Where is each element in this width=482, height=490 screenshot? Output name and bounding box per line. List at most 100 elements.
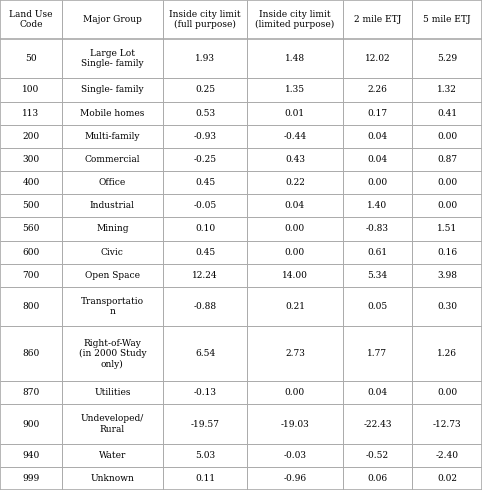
Text: 12.24: 12.24: [192, 271, 218, 280]
Text: -0.52: -0.52: [366, 451, 389, 460]
Text: 0.00: 0.00: [285, 389, 305, 397]
Text: -19.57: -19.57: [190, 419, 219, 429]
Text: Land Use
Code: Land Use Code: [9, 10, 53, 29]
Text: 0.87: 0.87: [437, 155, 457, 164]
Text: 12.02: 12.02: [365, 54, 390, 63]
Text: 0.00: 0.00: [437, 389, 457, 397]
Text: 1.32: 1.32: [437, 85, 457, 95]
Text: 0.45: 0.45: [195, 247, 215, 257]
Text: 0.00: 0.00: [437, 132, 457, 141]
Text: Right-of-Way
(in 2000 Study
only): Right-of-Way (in 2000 Study only): [79, 339, 146, 369]
Text: Commercial: Commercial: [85, 155, 140, 164]
Text: 0.41: 0.41: [437, 109, 457, 118]
Text: 1.48: 1.48: [285, 54, 305, 63]
Text: -0.05: -0.05: [193, 201, 217, 210]
Text: 100: 100: [22, 85, 40, 95]
Text: -0.88: -0.88: [193, 302, 216, 311]
Text: 700: 700: [22, 271, 40, 280]
Text: -0.96: -0.96: [283, 474, 307, 483]
Text: 3.98: 3.98: [437, 271, 457, 280]
Text: -0.25: -0.25: [193, 155, 216, 164]
Text: Office: Office: [99, 178, 126, 187]
Text: 0.01: 0.01: [285, 109, 305, 118]
Text: 1.51: 1.51: [437, 224, 457, 233]
Text: Large Lot
Single- family: Large Lot Single- family: [81, 49, 144, 69]
Text: -0.44: -0.44: [283, 132, 307, 141]
Text: 860: 860: [22, 349, 40, 358]
Text: Mobile homes: Mobile homes: [80, 109, 145, 118]
Text: Transportatio
n: Transportatio n: [81, 297, 144, 316]
Text: -12.73: -12.73: [433, 419, 461, 429]
Text: 300: 300: [22, 155, 40, 164]
Text: 940: 940: [22, 451, 40, 460]
Text: 0.17: 0.17: [367, 109, 388, 118]
Text: 0.21: 0.21: [285, 302, 305, 311]
Text: Major Group: Major Group: [83, 15, 142, 24]
Text: 870: 870: [22, 389, 40, 397]
Text: 0.04: 0.04: [367, 132, 388, 141]
Text: 400: 400: [22, 178, 40, 187]
Text: 1.40: 1.40: [367, 201, 388, 210]
Text: 5.03: 5.03: [195, 451, 215, 460]
Text: 1.93: 1.93: [195, 54, 215, 63]
Text: 0.00: 0.00: [285, 247, 305, 257]
Text: 0.61: 0.61: [367, 247, 388, 257]
Text: 600: 600: [22, 247, 40, 257]
Text: 50: 50: [25, 54, 37, 63]
Text: -2.40: -2.40: [436, 451, 459, 460]
Text: 0.11: 0.11: [195, 474, 215, 483]
Text: 0.45: 0.45: [195, 178, 215, 187]
Text: Undeveloped/
Rural: Undeveloped/ Rural: [80, 415, 144, 434]
Text: Multi-family: Multi-family: [85, 132, 140, 141]
Text: 5 mile ETJ: 5 mile ETJ: [423, 15, 471, 24]
Text: 1.26: 1.26: [437, 349, 457, 358]
Text: Open Space: Open Space: [85, 271, 140, 280]
Text: 800: 800: [22, 302, 40, 311]
Text: 1.77: 1.77: [367, 349, 388, 358]
Text: 113: 113: [22, 109, 40, 118]
Text: 2.73: 2.73: [285, 349, 305, 358]
Text: 0.43: 0.43: [285, 155, 305, 164]
Text: Industrial: Industrial: [90, 201, 135, 210]
Text: 999: 999: [22, 474, 40, 483]
Text: 0.05: 0.05: [367, 302, 388, 311]
Text: -0.83: -0.83: [366, 224, 389, 233]
Text: 560: 560: [22, 224, 40, 233]
Text: Inside city limit
(full purpose): Inside city limit (full purpose): [169, 10, 241, 29]
Text: -22.43: -22.43: [363, 419, 392, 429]
Text: 0.25: 0.25: [195, 85, 215, 95]
Text: 14.00: 14.00: [282, 271, 308, 280]
Text: 0.04: 0.04: [367, 389, 388, 397]
Text: 0.00: 0.00: [367, 178, 388, 187]
Text: 900: 900: [22, 419, 40, 429]
Text: Utilities: Utilities: [94, 389, 131, 397]
Text: 0.00: 0.00: [437, 201, 457, 210]
Text: -0.93: -0.93: [194, 132, 216, 141]
Text: 2.26: 2.26: [368, 85, 388, 95]
Text: 0.04: 0.04: [367, 155, 388, 164]
Text: Water: Water: [99, 451, 126, 460]
Text: 0.16: 0.16: [437, 247, 457, 257]
Text: 0.02: 0.02: [437, 474, 457, 483]
Text: 0.00: 0.00: [437, 178, 457, 187]
Text: -19.03: -19.03: [281, 419, 309, 429]
Text: 1.35: 1.35: [285, 85, 305, 95]
Text: 6.54: 6.54: [195, 349, 215, 358]
Text: Civic: Civic: [101, 247, 124, 257]
Text: 0.53: 0.53: [195, 109, 215, 118]
Text: Unknown: Unknown: [91, 474, 134, 483]
Text: 5.29: 5.29: [437, 54, 457, 63]
Text: 0.00: 0.00: [285, 224, 305, 233]
Text: 0.10: 0.10: [195, 224, 215, 233]
Text: 0.06: 0.06: [367, 474, 388, 483]
Text: 5.34: 5.34: [367, 271, 388, 280]
Text: 0.22: 0.22: [285, 178, 305, 187]
Text: Inside city limit
(limited purpose): Inside city limit (limited purpose): [255, 10, 335, 29]
Text: Single- family: Single- family: [81, 85, 144, 95]
Text: 500: 500: [22, 201, 40, 210]
Text: 2 mile ETJ: 2 mile ETJ: [354, 15, 401, 24]
Text: -0.03: -0.03: [283, 451, 307, 460]
Text: 0.04: 0.04: [285, 201, 305, 210]
Text: 200: 200: [22, 132, 40, 141]
Text: -0.13: -0.13: [194, 389, 216, 397]
